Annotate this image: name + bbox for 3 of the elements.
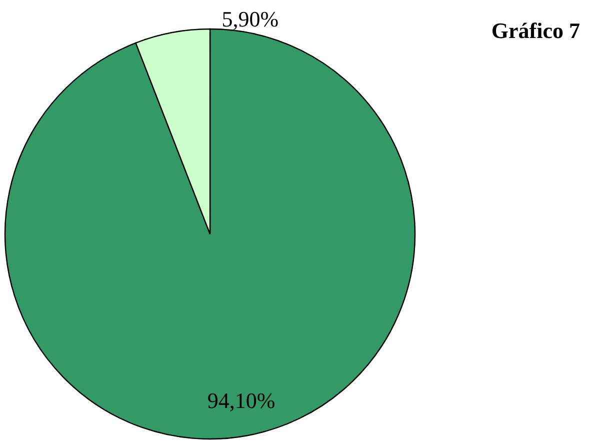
data-label: 5,90% — [222, 6, 279, 32]
data-label: 94,10% — [207, 388, 276, 414]
text: Gráfico 7 — [490, 18, 580, 44]
